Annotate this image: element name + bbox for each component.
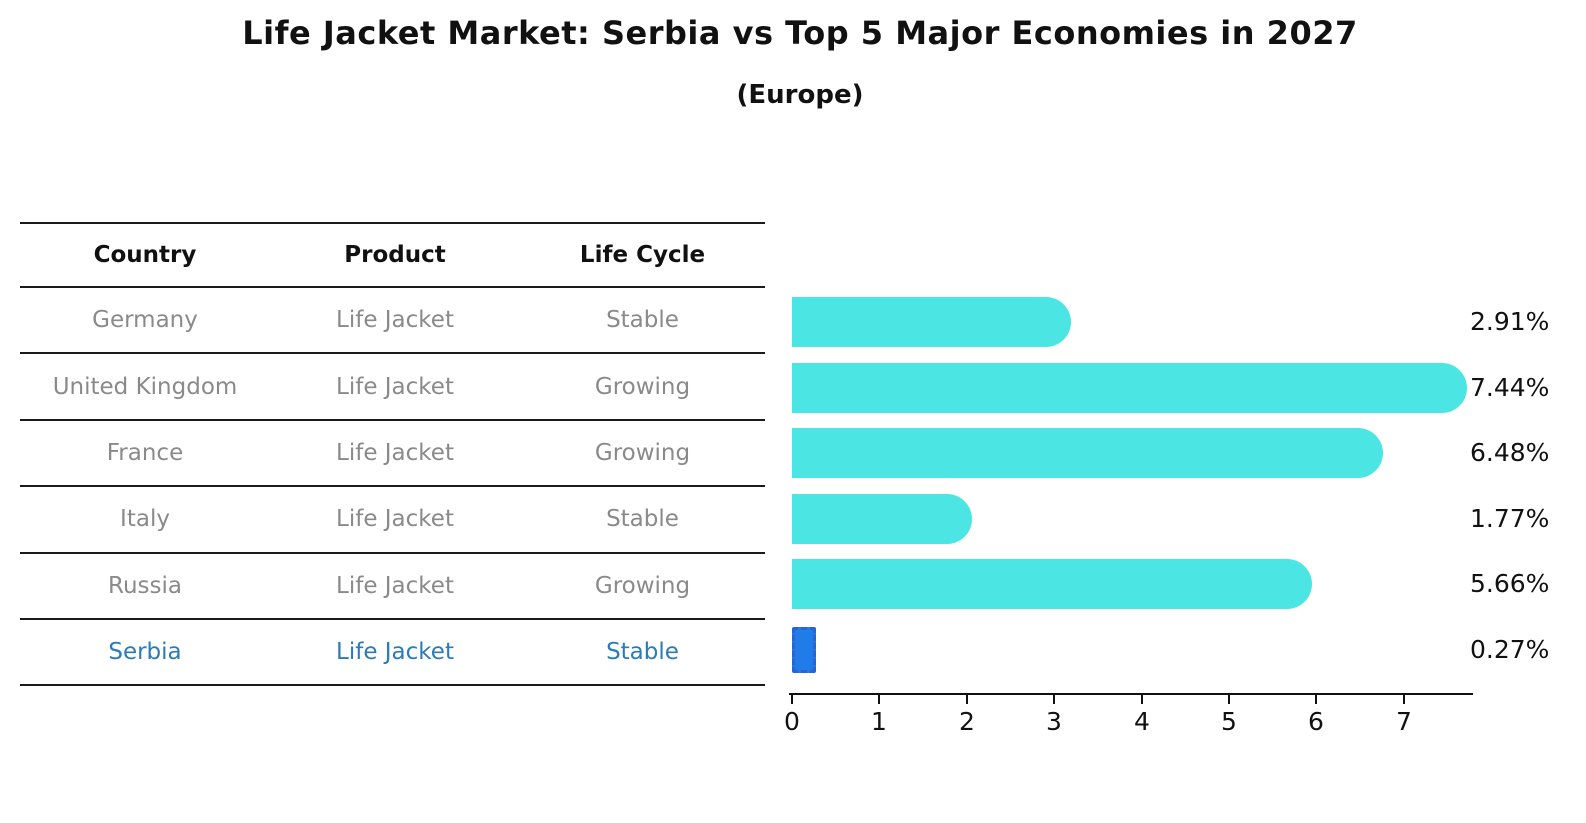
x-tick-label-2: 2 (959, 707, 975, 736)
bar-russia (792, 559, 1312, 609)
value-label-united-kingdom: 7.44% (1470, 373, 1550, 402)
table-row-france: France Life Jacket Growing (20, 421, 765, 488)
bar-germany (792, 297, 1071, 347)
cell-product: Life Jacket (336, 639, 454, 666)
cell-lifecycle: Stable (606, 639, 679, 666)
cell-lifecycle: Growing (594, 439, 691, 466)
x-tick-label-6: 6 (1308, 707, 1324, 736)
cell-lifecycle: Growing (594, 373, 691, 400)
bar-italy (792, 494, 972, 544)
value-label-italy: 1.77% (1470, 504, 1550, 533)
x-tick-label-3: 3 (1046, 707, 1062, 736)
column-header-lifecycle: Life Cycle (579, 242, 706, 268)
x-tick-label-1: 1 (871, 707, 887, 736)
x-tick-label-0: 0 (784, 707, 800, 736)
cell-product: Life Jacket (336, 307, 454, 334)
table-header-row: Country Product Life Cycle (20, 222, 765, 288)
cell-lifecycle: Growing (594, 572, 691, 599)
table-row-serbia: Serbia Life Jacket Stable (20, 620, 765, 687)
x-tick-mark-5 (1228, 695, 1230, 704)
table-row-germany: Germany Life Jacket Stable (20, 288, 765, 355)
cell-country: Serbia (108, 639, 182, 666)
cell-country: Russia (108, 572, 182, 599)
cell-country: France (106, 439, 184, 466)
bar-serbia (792, 627, 816, 673)
table-row-italy: Italy Life Jacket Stable (20, 487, 765, 554)
column-header-country: Country (93, 242, 197, 268)
cell-product: Life Jacket (336, 439, 454, 466)
x-tick-mark-6 (1315, 695, 1317, 704)
x-tick-label-7: 7 (1396, 707, 1412, 736)
value-label-france: 6.48% (1470, 438, 1550, 467)
x-axis-line (789, 693, 1473, 695)
cell-country: Germany (92, 307, 198, 334)
bar-united-kingdom (792, 363, 1467, 413)
cell-lifecycle: Stable (606, 506, 679, 533)
chart-title: Life Jacket Market: Serbia vs Top 5 Majo… (242, 14, 1358, 52)
table-row-russia: Russia Life Jacket Growing (20, 554, 765, 620)
x-tick-mark-3 (1053, 695, 1055, 704)
x-tick-mark-4 (1141, 695, 1143, 704)
value-label-germany: 2.91% (1470, 307, 1550, 336)
x-tick-label-4: 4 (1134, 707, 1150, 736)
value-label-serbia: 0.27% (1470, 635, 1550, 664)
x-tick-label-5: 5 (1221, 707, 1237, 736)
table-row-united-kingdom: United Kingdom Life Jacket Growing (20, 354, 765, 421)
x-tick-mark-0 (791, 695, 793, 704)
column-header-product: Product (344, 242, 446, 268)
x-tick-mark-1 (878, 695, 880, 704)
cell-product: Life Jacket (336, 373, 454, 400)
bar-france (792, 428, 1383, 478)
cell-product: Life Jacket (336, 506, 454, 533)
x-tick-mark-2 (966, 695, 968, 704)
cell-lifecycle: Stable (606, 307, 679, 334)
cell-country: United Kingdom (52, 373, 238, 400)
value-label-russia: 5.66% (1470, 569, 1550, 598)
table-body: Germany Life Jacket Stable United Kingdo… (20, 288, 765, 687)
chart-subtitle: (Europe) (736, 80, 864, 110)
cell-product: Life Jacket (336, 572, 454, 599)
cell-country: Italy (120, 506, 170, 533)
country-table: Country Product Life Cycle Germany Life … (20, 222, 765, 687)
x-tick-mark-7 (1403, 695, 1405, 704)
